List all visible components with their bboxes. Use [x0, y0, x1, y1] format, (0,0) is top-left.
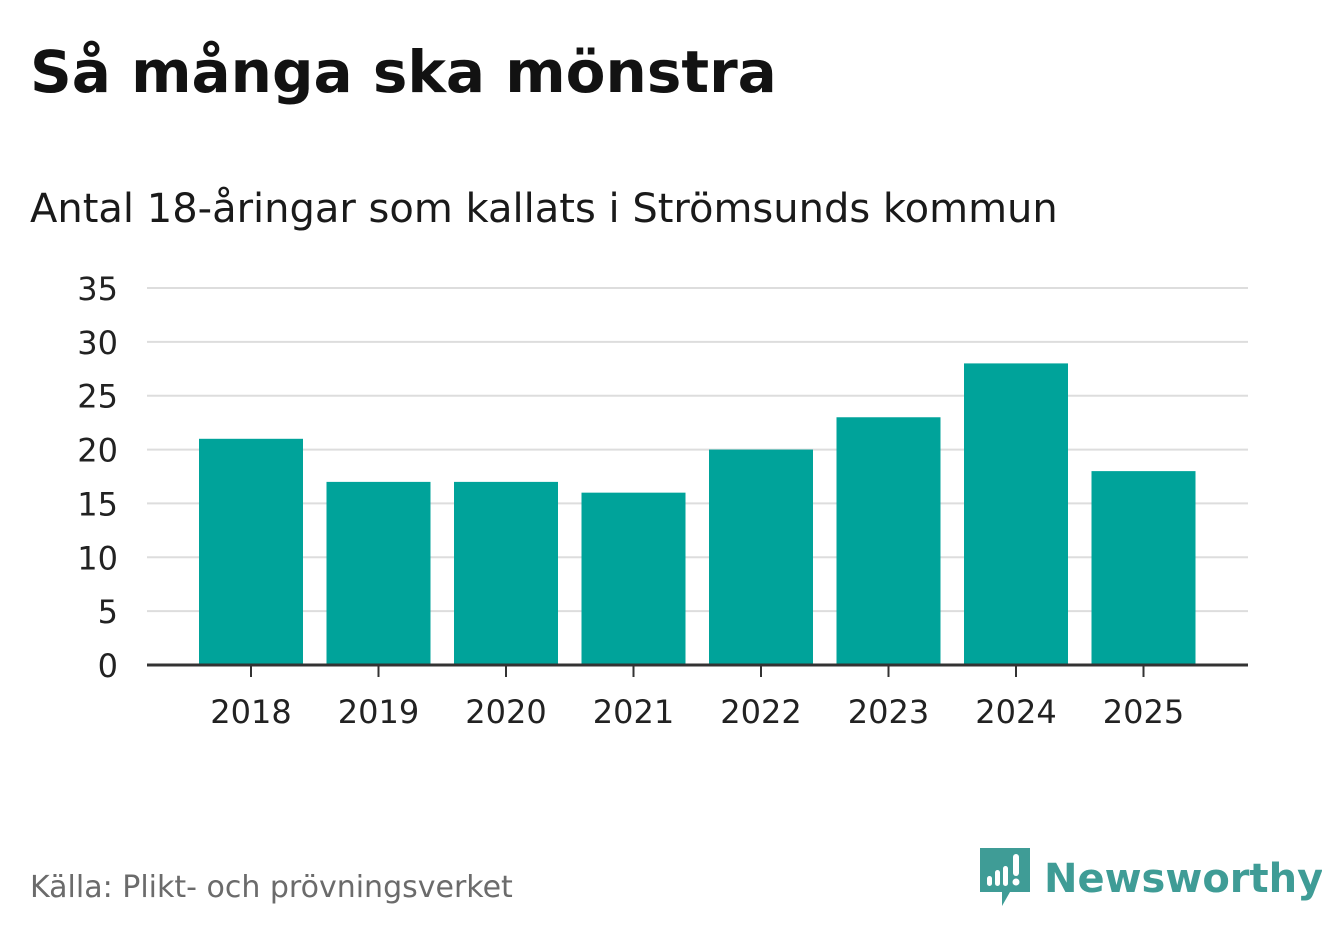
- bar-2025: [1091, 471, 1196, 665]
- y-tick-label-30: 30: [77, 324, 118, 362]
- brand-name: Newsworthy: [1044, 856, 1322, 902]
- grid-lines: [147, 287, 1248, 613]
- x-tick-label-2023: 2023: [848, 693, 929, 731]
- y-tick-label-20: 20: [77, 432, 118, 470]
- y-tick-label-25: 25: [77, 378, 118, 416]
- newsworthy-logo-icon: [980, 848, 1030, 906]
- bar-2019: [326, 481, 431, 665]
- bar-2022: [709, 449, 813, 665]
- x-tick-label-2024: 2024: [975, 693, 1056, 731]
- bar-2024: [964, 363, 1068, 665]
- y-tick-label-15: 15: [77, 485, 118, 523]
- bar-2020: [454, 481, 558, 665]
- brand-logo[interactable]: Newsworthy: [980, 848, 1322, 910]
- x-tick-label-2018: 2018: [210, 693, 291, 731]
- bar-2023: [836, 417, 941, 665]
- x-tick-label-2025: 2025: [1103, 693, 1184, 731]
- x-tick-label-2019: 2019: [338, 693, 419, 731]
- y-tick-label-0: 0: [98, 647, 118, 685]
- x-axis-ticks: 2018 2019 2020 2021 2022 2023 2024 2025: [210, 693, 1184, 731]
- source-note: Källa: Plikt- och prövningsverket: [30, 870, 513, 905]
- x-tick-label-2021: 2021: [593, 693, 674, 731]
- y-axis-ticks: 0 5 10 15 20 25 30 35: [77, 270, 118, 685]
- x-axis: [147, 663, 1248, 677]
- y-tick-label-10: 10: [77, 539, 118, 577]
- chart-subtitle: Antal 18-åringar som kallats i Strömsund…: [30, 186, 1058, 232]
- chart-title: Så många ska mönstra: [30, 38, 777, 106]
- y-tick-label-5: 5: [98, 593, 118, 631]
- y-tick-label-35: 35: [77, 270, 118, 308]
- x-tick-label-2020: 2020: [465, 693, 546, 731]
- x-tick-label-2022: 2022: [720, 693, 801, 731]
- bars: [199, 363, 1196, 665]
- bar-2018: [199, 438, 303, 665]
- bar-2021: [581, 492, 686, 665]
